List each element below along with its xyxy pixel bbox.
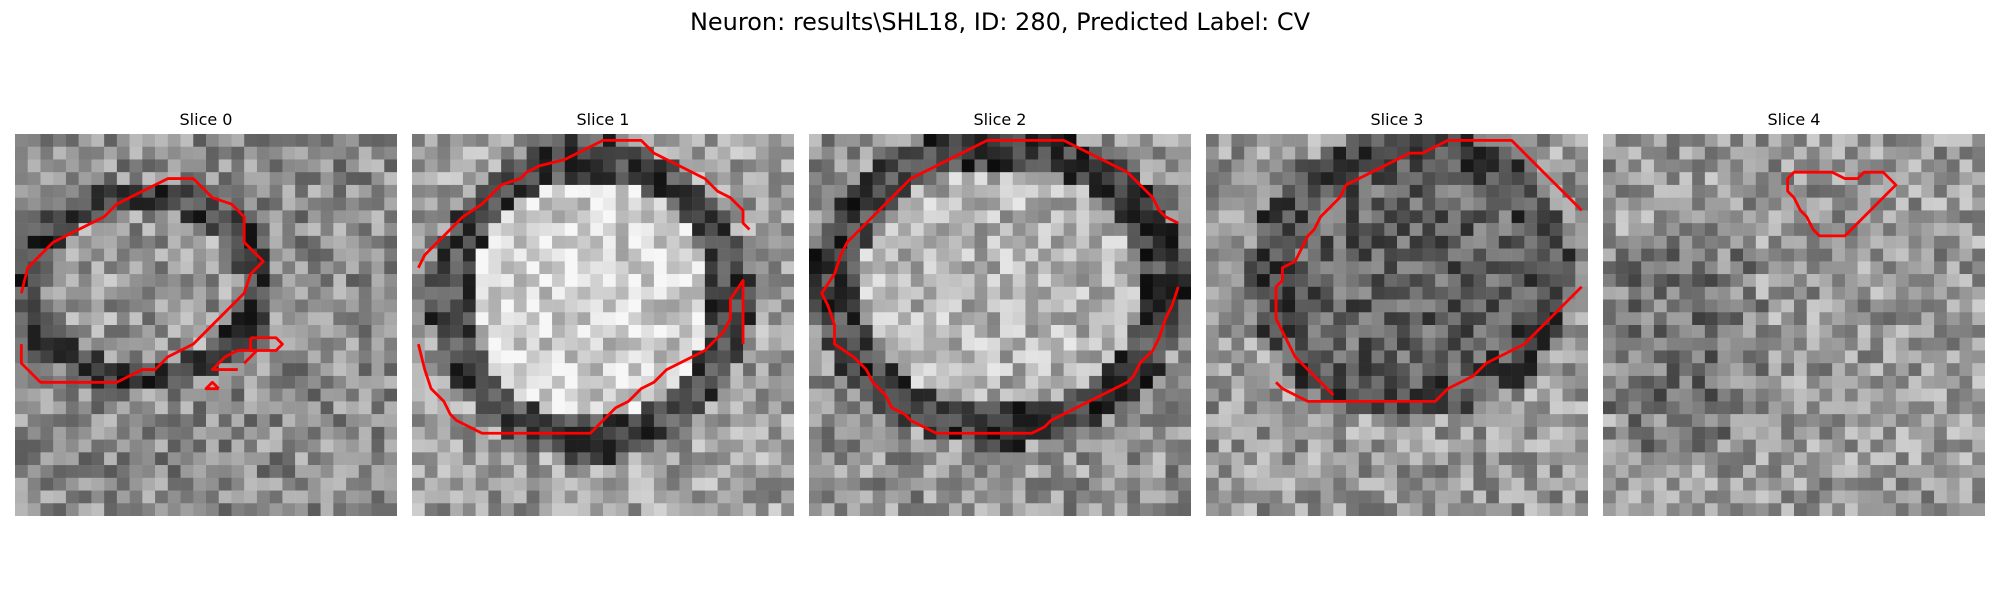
slice-image — [809, 134, 1191, 516]
slice-title: Slice 1 — [576, 110, 630, 129]
slice-panel-1: Slice 1 — [412, 108, 794, 516]
contour-line — [820, 254, 1180, 435]
slice-panel-2: Slice 2 — [809, 108, 1191, 516]
slice-image — [1206, 134, 1588, 516]
contour-line — [417, 138, 751, 269]
slice-image — [15, 134, 397, 516]
contour-line — [249, 336, 284, 352]
contour-line — [1275, 285, 1583, 403]
slice-panel-3: Slice 3 — [1206, 108, 1588, 516]
contour-line — [19, 177, 265, 384]
contour-line — [1274, 138, 1583, 397]
slice-panel-0: Slice 0 — [15, 108, 397, 516]
contour-line — [417, 279, 745, 435]
contour-line — [204, 380, 220, 391]
slice-title: Slice 0 — [179, 110, 233, 129]
slice-title: Slice 2 — [973, 110, 1027, 129]
contour-line — [839, 138, 1179, 256]
contour-line — [210, 349, 259, 371]
slice-image — [1603, 134, 1985, 516]
slice-title: Slice 3 — [1370, 110, 1424, 129]
contour-line — [1786, 170, 1898, 238]
figure-title: Neuron: results\SHL18, ID: 280, Predicte… — [689, 8, 1311, 36]
slice-panel-4: Slice 4 — [1603, 108, 1985, 516]
slice-title: Slice 4 — [1767, 110, 1821, 129]
slice-image — [412, 134, 794, 516]
